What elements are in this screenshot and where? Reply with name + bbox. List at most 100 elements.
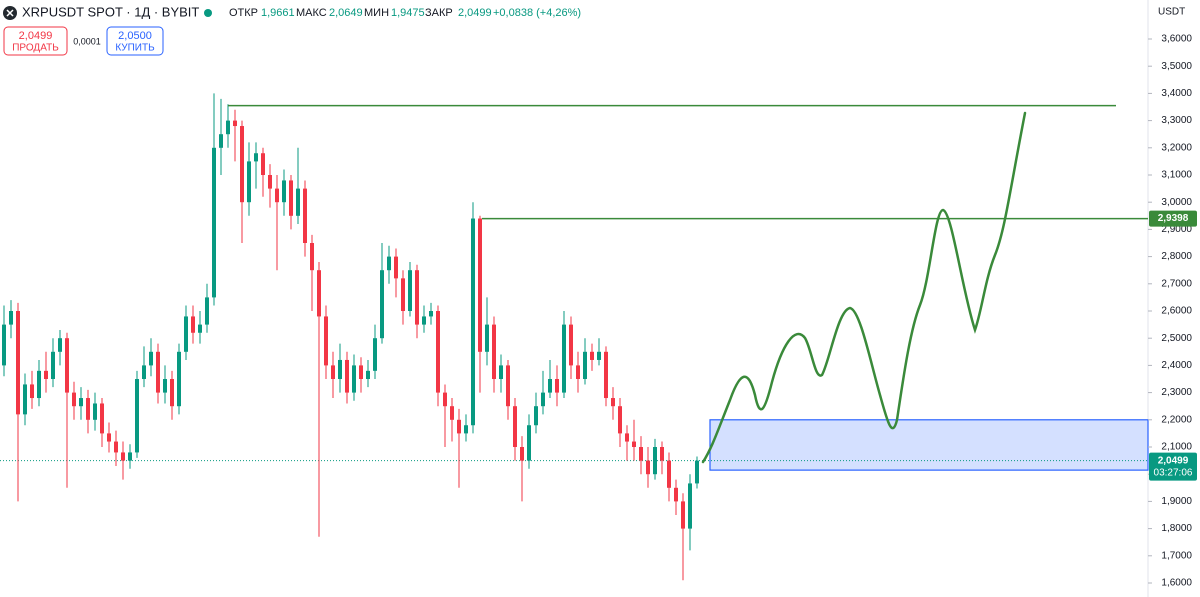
candle-body (632, 441, 636, 447)
y-tick-label: 3,2000 (1161, 142, 1192, 153)
candle-body (478, 218, 482, 352)
candle-body (674, 487, 678, 502)
candle-body (184, 316, 188, 352)
candle-body (226, 120, 230, 135)
candle-body (646, 460, 650, 475)
candle-body (114, 441, 118, 453)
last-price-box (1149, 452, 1197, 481)
candle-body (639, 447, 643, 461)
candle-body (310, 243, 314, 271)
candle-body (296, 188, 300, 216)
candle-body (324, 316, 328, 366)
candle-body (415, 270, 419, 325)
candle-body (79, 398, 83, 407)
candle-body (58, 338, 62, 352)
high-label: МАКС (296, 7, 327, 19)
candle-body (121, 452, 125, 461)
candle-body (51, 351, 55, 379)
candle-body (317, 270, 321, 317)
buy-button-box[interactable] (106, 26, 164, 56)
candle-body (100, 403, 104, 434)
candle-body (282, 180, 286, 203)
candle-body (177, 351, 181, 407)
candle-body (506, 365, 510, 407)
open-label: ОТКР (229, 7, 258, 19)
y-tick-label: 1,9000 (1161, 496, 1192, 507)
candle-body (170, 379, 174, 407)
candle-body (590, 351, 594, 360)
candle-body (65, 338, 69, 393)
last-price-label: 2,0499 (1158, 455, 1189, 466)
candle-body (520, 447, 524, 461)
price-label-box (1149, 210, 1197, 227)
y-tick-label: 2,1000 (1161, 442, 1192, 453)
candle-body (212, 147, 216, 298)
sell-button-box[interactable] (3, 26, 68, 56)
high-value: 2,0649 (329, 7, 363, 19)
candle-body (268, 175, 272, 189)
candle-body (527, 425, 531, 461)
y-tick-label: 2,3000 (1161, 387, 1192, 398)
candle-body (128, 452, 132, 461)
candle-body (219, 134, 223, 148)
candle-body (450, 406, 454, 420)
candle-body (597, 351, 601, 360)
buy-button[interactable]: 2,0500 КУПИТЬ (106, 26, 164, 56)
close-label: ЗАКР (425, 7, 453, 19)
y-tick-label: 2,2000 (1161, 414, 1192, 425)
candle-body (198, 324, 202, 333)
close-value: 2,0499 (458, 7, 492, 19)
candle-body (163, 379, 167, 393)
currency[interactable]: USDT (1158, 7, 1185, 18)
candle-body (576, 365, 580, 379)
y-tick-label: 2,6000 (1161, 306, 1192, 317)
open-value: 1,9661 (261, 7, 295, 19)
candle-body (345, 359, 349, 393)
sell-label: ПРОДАТЬ (12, 43, 59, 54)
candle-body (366, 370, 370, 379)
candle-body (513, 406, 517, 447)
low-value: 1,9475 (391, 7, 425, 19)
candle-body (625, 433, 629, 442)
candle-body (331, 365, 335, 379)
candle-body (16, 311, 20, 415)
candle-body (429, 311, 433, 317)
candle-body (23, 384, 27, 415)
candle-body (2, 324, 6, 366)
candle-body (688, 483, 692, 529)
candle-body (485, 324, 489, 352)
candle-body (9, 311, 13, 325)
candle-body (205, 297, 209, 325)
candle-body (653, 447, 657, 475)
buy-label: КУПИТЬ (115, 43, 155, 54)
candle-body (303, 188, 307, 243)
candle-body (30, 384, 34, 399)
symbol-icon-glyph (6, 9, 14, 17)
sell-button[interactable]: 2,0499 ПРОДАТЬ (3, 26, 68, 56)
candle-body (583, 351, 587, 379)
candle-body (289, 180, 293, 216)
y-tick-label: 1,7000 (1161, 550, 1192, 561)
candle-body (464, 425, 468, 434)
candle-body (44, 370, 48, 379)
candle-body (37, 370, 41, 399)
y-tick-label: 1,6000 (1161, 578, 1192, 589)
candle-body (338, 359, 342, 379)
candle-body (93, 403, 97, 420)
price-label: 2,9398 (1158, 213, 1189, 224)
candle-body (240, 126, 244, 203)
candle-body (72, 392, 76, 407)
candle-body (618, 406, 622, 434)
y-tick-label: 3,5000 (1161, 61, 1192, 72)
candle-body (401, 278, 405, 311)
y-tick-label: 3,6000 (1161, 34, 1192, 45)
y-tick-label: 3,3000 (1161, 115, 1192, 126)
candle-body (611, 398, 615, 407)
candle-body (436, 311, 440, 393)
candle-body (142, 365, 146, 379)
candle-body (373, 338, 377, 371)
candle-body (359, 365, 363, 379)
y-tick-label: 3,1000 (1161, 170, 1192, 181)
candle-body (471, 218, 475, 426)
